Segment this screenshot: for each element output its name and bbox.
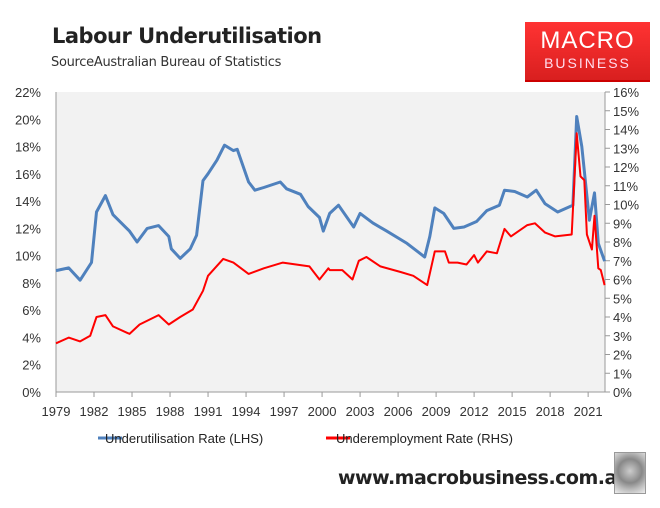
x-tick-label: 2021: [574, 404, 603, 419]
wolf-head-icon: [614, 452, 646, 494]
y-left-tick-label: 12%: [15, 221, 41, 236]
x-tick-label: 2018: [536, 404, 565, 419]
logo-line2: BUSINESS: [544, 55, 631, 71]
chart-title: Labour Underutilisation: [52, 24, 322, 48]
y-right-tick-label: 16%: [613, 85, 639, 100]
x-tick-label: 1991: [194, 404, 223, 419]
website-url: www.macrobusiness.com.au: [338, 467, 630, 489]
x-tick-label: 1982: [80, 404, 109, 419]
y-right-tick-label: 10%: [613, 198, 639, 213]
x-tick-label: 2009: [422, 404, 451, 419]
series-line-underutilisation: [55, 115, 607, 282]
y-right-tick-label: 9%: [613, 216, 632, 231]
y-right-tick-label: 11%: [613, 179, 638, 194]
logo-line1: MACRO: [540, 27, 635, 54]
x-tick-label: 2006: [384, 404, 413, 419]
y-right-tick-label: 14%: [613, 123, 639, 138]
y-right-tick-label: 7%: [613, 254, 632, 269]
y-left-tick-label: 18%: [15, 140, 41, 155]
y-left-tick-label: 10%: [15, 249, 41, 264]
x-tick-label: 1985: [118, 404, 147, 419]
y-right-tick-label: 15%: [613, 104, 639, 119]
macrobusiness-logo: MACRO BUSINESS: [525, 22, 650, 82]
x-tick-label: 1994: [232, 404, 261, 419]
y-right-tick-label: 6%: [613, 273, 632, 288]
y-left-tick-label: 20%: [15, 112, 41, 127]
plot-area: [56, 92, 605, 392]
x-tick-label: 2015: [498, 404, 527, 419]
y-right-tick-label: 5%: [613, 291, 632, 306]
legend-label: Underemployment Rate (RHS): [336, 431, 513, 446]
y-left-tick-label: 16%: [15, 167, 41, 182]
y-right-tick-label: 1%: [613, 366, 632, 381]
legend-label: Underutilisation Rate (LHS): [105, 431, 263, 446]
y-left-tick-label: 22%: [15, 85, 41, 100]
y-left-tick-label: 4%: [22, 330, 41, 345]
x-tick-label: 2012: [460, 404, 489, 419]
y-left-tick-label: 2%: [22, 358, 41, 373]
x-tick-label: 2000: [308, 404, 337, 419]
y-right-tick-label: 4%: [613, 310, 632, 325]
y-right-tick-label: 0%: [613, 385, 632, 400]
y-left-tick-label: 14%: [15, 194, 41, 209]
chart-subtitle: SourceAustralian Bureau of Statistics: [51, 55, 282, 70]
x-tick-label: 1988: [156, 404, 185, 419]
y-right-tick-label: 13%: [613, 141, 639, 156]
y-right-tick-label: 8%: [613, 235, 632, 250]
y-left-tick-label: 8%: [22, 276, 41, 291]
y-right-tick-label: 3%: [613, 329, 632, 344]
y-left-tick-label: 6%: [22, 303, 41, 318]
x-tick-label: 1997: [270, 404, 299, 419]
y-right-tick-label: 2%: [613, 348, 632, 363]
x-tick-label: 1979: [42, 404, 71, 419]
y-left-tick-label: 0%: [22, 385, 41, 400]
y-right-tick-label: 12%: [613, 160, 639, 175]
x-tick-label: 2003: [346, 404, 375, 419]
